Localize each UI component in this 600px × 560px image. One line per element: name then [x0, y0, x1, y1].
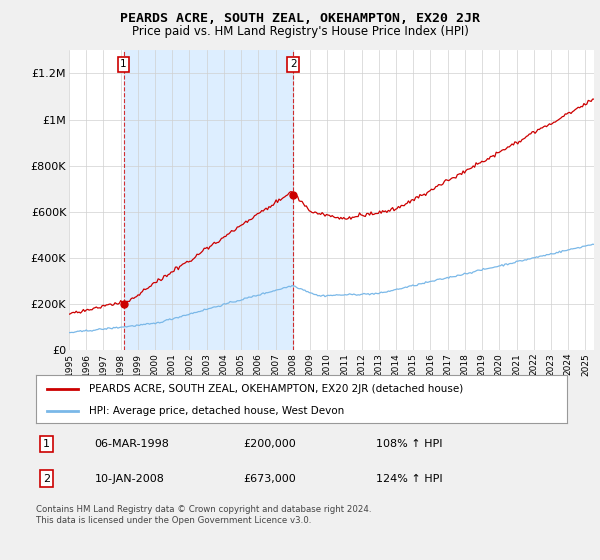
Text: 10-JAN-2008: 10-JAN-2008 — [94, 474, 164, 483]
Text: Price paid vs. HM Land Registry's House Price Index (HPI): Price paid vs. HM Land Registry's House … — [131, 25, 469, 38]
Text: PEARDS ACRE, SOUTH ZEAL, OKEHAMPTON, EX20 2JR (detached house): PEARDS ACRE, SOUTH ZEAL, OKEHAMPTON, EX2… — [89, 384, 463, 394]
Text: HPI: Average price, detached house, West Devon: HPI: Average price, detached house, West… — [89, 406, 344, 416]
Text: 124% ↑ HPI: 124% ↑ HPI — [376, 474, 442, 483]
Text: 1: 1 — [120, 59, 127, 69]
Text: PEARDS ACRE, SOUTH ZEAL, OKEHAMPTON, EX20 2JR: PEARDS ACRE, SOUTH ZEAL, OKEHAMPTON, EX2… — [120, 12, 480, 25]
Bar — [124, 50, 293, 350]
Text: 2: 2 — [43, 474, 50, 483]
Text: 108% ↑ HPI: 108% ↑ HPI — [376, 438, 442, 449]
Text: 1: 1 — [43, 438, 50, 449]
Text: £673,000: £673,000 — [243, 474, 296, 483]
Text: £200,000: £200,000 — [243, 438, 296, 449]
Text: Contains HM Land Registry data © Crown copyright and database right 2024.
This d: Contains HM Land Registry data © Crown c… — [36, 505, 371, 525]
Text: 06-MAR-1998: 06-MAR-1998 — [94, 438, 169, 449]
Text: 2: 2 — [290, 59, 296, 69]
